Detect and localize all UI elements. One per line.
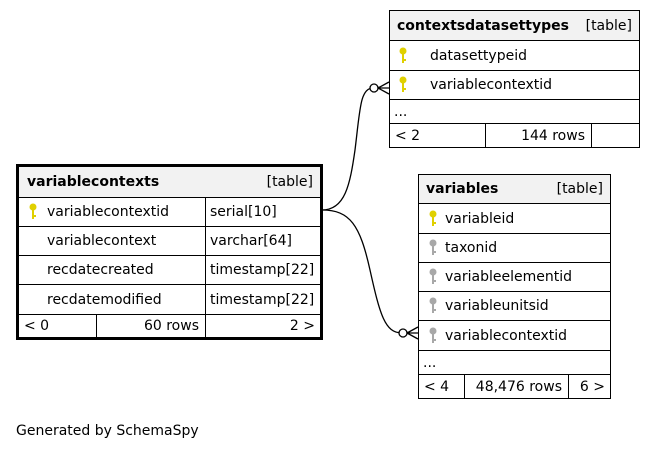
column-name: recdatecreated bbox=[47, 262, 154, 278]
relationship-optional-marker bbox=[398, 328, 408, 338]
column-name: variablecontextid bbox=[47, 204, 170, 220]
primary-key-icon bbox=[398, 41, 410, 70]
column-name: recdatemodified bbox=[47, 291, 162, 308]
column-row[interactable]: recdatecreated timestamp[22] bbox=[19, 256, 320, 285]
foreign-key-icon bbox=[428, 321, 440, 350]
relationship-optional-marker bbox=[369, 83, 379, 93]
table-name: contextsdatasettypes bbox=[397, 17, 569, 34]
column-name: variableunitsid bbox=[445, 298, 549, 314]
column-row[interactable]: taxonid bbox=[419, 234, 610, 263]
generated-by-label: Generated by SchemaSpy bbox=[16, 423, 199, 439]
column-name: taxonid bbox=[445, 240, 498, 256]
relationship-crowsfoot-marker bbox=[377, 81, 390, 95]
table-variablecontexts[interactable]: variablecontexts [table] variablecontext… bbox=[16, 164, 323, 340]
children-count[interactable]: 2 > bbox=[205, 315, 320, 337]
ellipsis: ... bbox=[423, 354, 437, 371]
primary-key-icon bbox=[428, 204, 440, 233]
primary-key-icon bbox=[398, 71, 410, 99]
column-name: variablecontext bbox=[47, 233, 157, 249]
more-columns-row: ... bbox=[390, 100, 639, 124]
primary-key-icon bbox=[28, 198, 40, 226]
column-row[interactable]: variablecontextid bbox=[419, 321, 610, 351]
foreign-key-icon bbox=[428, 234, 440, 262]
row-count: 48,476 rows bbox=[464, 375, 568, 398]
table-kind: [table] bbox=[266, 174, 313, 190]
column-type: varchar[64] bbox=[205, 227, 320, 255]
table-header: variablecontexts [table] bbox=[19, 167, 320, 198]
column-type: timestamp[22] bbox=[205, 256, 320, 284]
column-name: datasettypeid bbox=[430, 47, 527, 64]
foreign-key-icon bbox=[428, 263, 440, 291]
column-row[interactable]: variablecontextid bbox=[390, 71, 639, 100]
column-name: variableid bbox=[445, 210, 515, 227]
column-name: variableelementid bbox=[445, 269, 572, 285]
table-header: contextsdatasettypes [table] bbox=[390, 11, 639, 41]
column-row[interactable]: variableelementid bbox=[419, 263, 610, 292]
column-row[interactable]: variablecontext varchar[64] bbox=[19, 227, 320, 256]
table-kind: [table] bbox=[585, 17, 632, 34]
column-row[interactable]: datasettypeid bbox=[390, 41, 639, 71]
table-contextsdatasettypes[interactable]: contextsdatasettypes [table] datasettype… bbox=[389, 10, 640, 148]
ellipsis: ... bbox=[394, 103, 408, 120]
column-row[interactable]: recdatemodified timestamp[22] bbox=[19, 285, 320, 315]
table-footer: < 4 48,476 rows 6 > bbox=[419, 375, 610, 398]
row-count: 60 rows bbox=[96, 315, 205, 337]
column-row[interactable]: variablecontextid serial[10] bbox=[19, 198, 320, 227]
column-row[interactable]: variableunitsid bbox=[419, 292, 610, 321]
children-count[interactable]: 6 > bbox=[568, 375, 610, 398]
table-name: variables bbox=[426, 181, 499, 197]
relationship-crowsfoot-marker bbox=[406, 326, 419, 340]
parents-count[interactable]: < 2 bbox=[395, 127, 421, 144]
table-name: variablecontexts bbox=[27, 174, 160, 190]
parents-count[interactable]: < 0 bbox=[24, 318, 50, 334]
foreign-key-icon bbox=[428, 292, 440, 320]
table-variables[interactable]: variables [table] variableid taxonid var… bbox=[418, 174, 611, 399]
table-footer: < 0 60 rows 2 > bbox=[19, 315, 320, 337]
table-kind: [table] bbox=[556, 181, 603, 197]
table-footer: < 2 144 rows bbox=[390, 124, 639, 147]
children-count[interactable] bbox=[591, 124, 639, 147]
column-name: variablecontextid bbox=[430, 77, 553, 93]
column-type: timestamp[22] bbox=[205, 285, 320, 314]
column-type: serial[10] bbox=[205, 198, 320, 226]
row-count: 144 rows bbox=[485, 124, 591, 147]
more-columns-row: ... bbox=[419, 351, 610, 375]
table-header: variables [table] bbox=[419, 175, 610, 204]
relationship-line-variables bbox=[321, 209, 403, 334]
parents-count[interactable]: < 4 bbox=[424, 378, 450, 395]
relationship-line-contextsdatasettypes bbox=[321, 87, 374, 211]
column-row[interactable]: variableid bbox=[419, 204, 610, 234]
column-name: variablecontextid bbox=[445, 327, 568, 344]
